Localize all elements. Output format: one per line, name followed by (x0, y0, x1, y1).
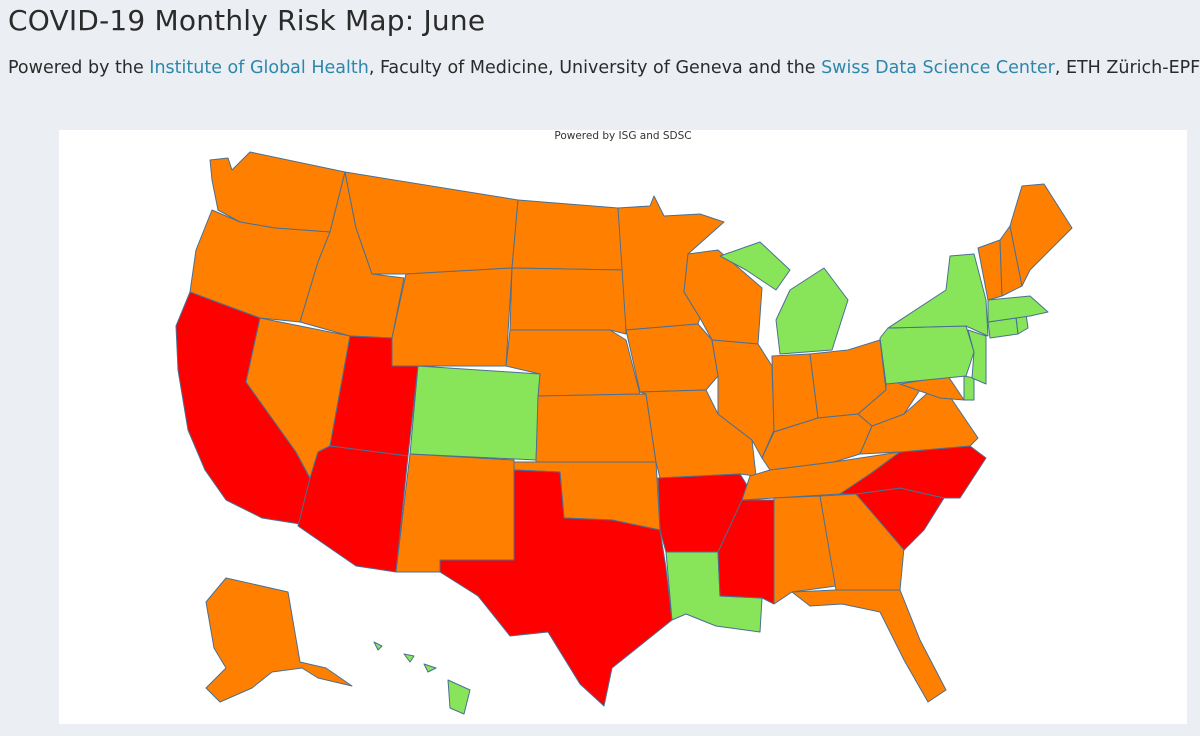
state-ma[interactable] (987, 295, 1049, 323)
state-hi[interactable] (373, 641, 471, 715)
state-ak[interactable] (205, 577, 353, 703)
state-de[interactable] (963, 375, 975, 401)
state-wy[interactable] (391, 267, 513, 367)
page-title: COVID-19 Monthly Risk Map: June (8, 4, 486, 37)
state-al[interactable] (773, 495, 837, 605)
subtitle-prefix: Powered by the (8, 58, 150, 78)
state-sd[interactable] (509, 267, 627, 335)
state-mo[interactable] (639, 389, 757, 479)
state-nd[interactable] (511, 199, 625, 271)
state-co[interactable] (409, 365, 541, 461)
map-powered-note: Powered by ISG and SDSC (554, 130, 692, 142)
state-mi[interactable] (719, 241, 849, 355)
state-nm[interactable] (395, 453, 515, 573)
state-ia[interactable] (625, 323, 719, 393)
state-tx[interactable] (439, 469, 673, 707)
state-ny[interactable] (887, 253, 989, 337)
link-institute-of-global-health[interactable]: Institute of Global Health (149, 58, 369, 78)
state-nj[interactable] (967, 329, 987, 385)
state-mt[interactable] (344, 171, 519, 275)
state-nc[interactable] (839, 445, 987, 499)
risk-map-panel: Powered by ISG and SDSC (59, 130, 1187, 724)
state-fl[interactable] (791, 589, 947, 703)
subtitle: Powered by the Institute of Global Healt… (8, 58, 1200, 78)
subtitle-suffix: , ETH Zürich-EPFL (1054, 58, 1200, 78)
state-az[interactable] (297, 445, 409, 573)
state-me[interactable] (1009, 183, 1073, 287)
link-swiss-data-science-center[interactable]: Swiss Data Science Center (821, 58, 1055, 78)
subtitle-middle: , Faculty of Medicine, University of Gen… (368, 58, 822, 78)
state-ks[interactable] (535, 393, 657, 463)
us-choropleth-map (175, 151, 1073, 715)
state-pa[interactable] (879, 325, 975, 385)
